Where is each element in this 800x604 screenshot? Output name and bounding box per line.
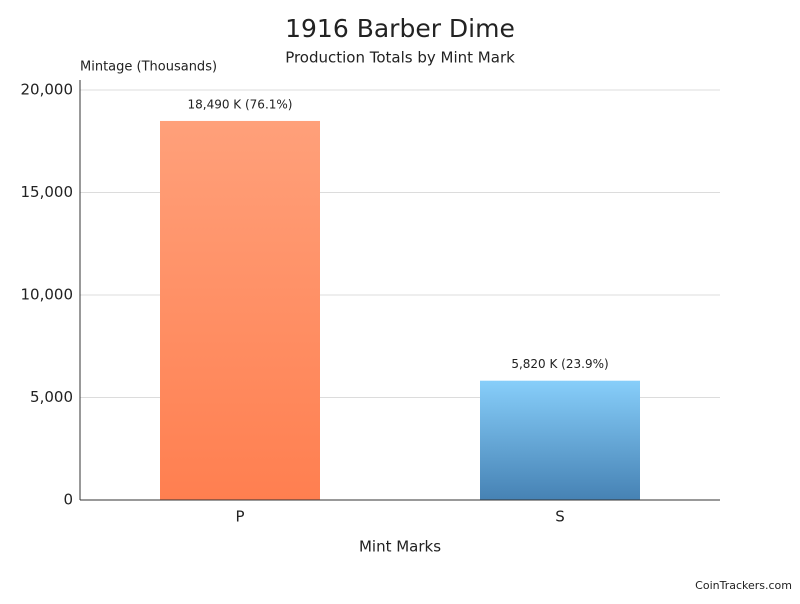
y-tick-label: 5,000 xyxy=(30,388,73,406)
credit: CoinTrackers.com xyxy=(695,579,792,592)
x-tick-label: P xyxy=(235,508,244,526)
y-tick-label: 15,000 xyxy=(21,183,74,201)
y-axis-label: Mintage (Thousands) xyxy=(80,60,217,75)
bar xyxy=(160,121,320,500)
y-tick-label: 20,000 xyxy=(21,81,74,99)
y-tick-label: 10,000 xyxy=(21,286,74,304)
y-tick-label: 0 xyxy=(63,491,73,509)
x-tick-label: S xyxy=(555,508,565,526)
data-label: 18,490 K (76.1%) xyxy=(188,97,293,111)
x-axis-label: Mint Marks xyxy=(359,538,441,556)
data-label: 5,820 K (23.9%) xyxy=(511,357,608,371)
bar xyxy=(480,381,640,500)
chart-subtitle: Production Totals by Mint Mark xyxy=(285,49,515,67)
chart-title: 1916 Barber Dime xyxy=(285,14,515,43)
